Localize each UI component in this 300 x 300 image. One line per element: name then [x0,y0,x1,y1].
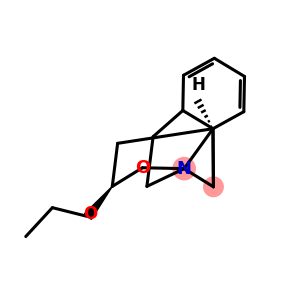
Text: O: O [83,205,97,223]
Text: H: H [192,76,206,94]
Text: N: N [177,160,192,178]
Circle shape [173,158,195,180]
Circle shape [204,177,223,197]
Polygon shape [84,186,112,219]
Text: O: O [135,159,150,177]
Polygon shape [112,168,142,186]
